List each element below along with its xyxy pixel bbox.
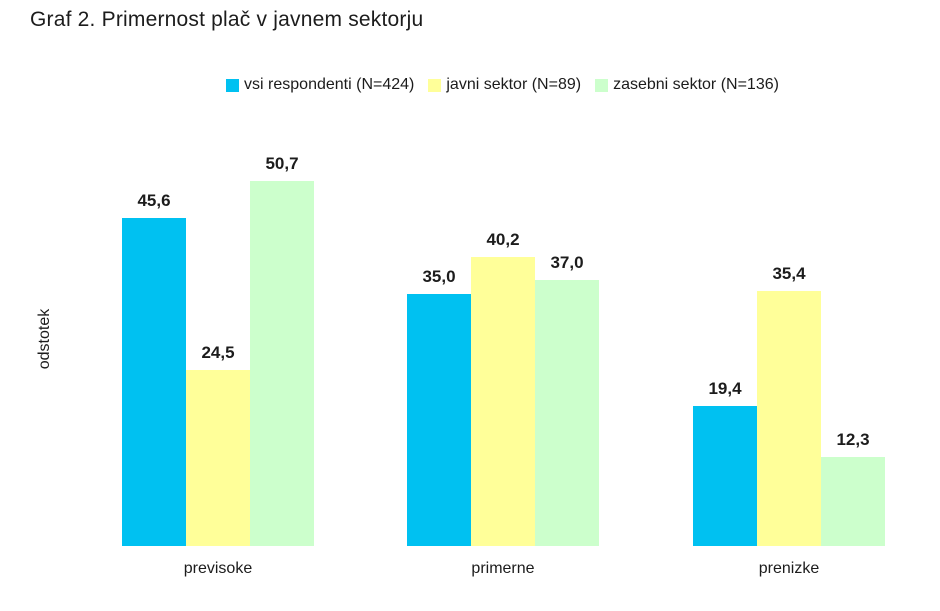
category-label: primerne [471,560,535,577]
legend-item: zasebni sektor (N=136) [595,76,779,94]
legend: vsi respondenti (N=424) javni sektor (N=8… [120,76,885,94]
bar-value-label: 37,0 [550,253,584,272]
bar [757,291,821,546]
legend-label: javni sektor (N=89) [446,76,582,93]
bar [407,294,471,546]
bar-value-label: 12,3 [836,430,870,449]
bar [471,257,535,546]
bar-value-label: 40,2 [486,230,520,249]
legend-swatch-icon [428,78,442,92]
bar [535,280,599,546]
category-label: prenizke [758,560,820,577]
bar [250,181,314,546]
legend-label: zasebni sektor (N=136) [613,76,779,93]
y-axis-label: odstotek [36,308,53,370]
bar [693,406,757,546]
chart-title: Graf 2. Primernost plač v javnem sektorj… [30,8,424,31]
legend-swatch-icon [595,78,609,92]
bar [186,370,250,546]
bar [122,218,186,546]
bar-value-label: 35,4 [772,264,806,283]
legend-label: vsi respondenti (N=424) [244,76,415,93]
legend-item: vsi respondenti (N=424) [226,76,414,94]
bar-value-label: 50,7 [265,154,299,173]
bar-value-label: 45,6 [137,191,171,210]
legend-item: javni sektor (N=89) [428,76,581,94]
bar-value-label: 24,5 [201,343,235,362]
bar [821,457,885,546]
bar-value-label: 35,0 [422,267,456,286]
category-label: previsoke [183,560,253,577]
bar-value-label: 19,4 [708,379,742,398]
legend-swatch-icon [226,78,240,92]
